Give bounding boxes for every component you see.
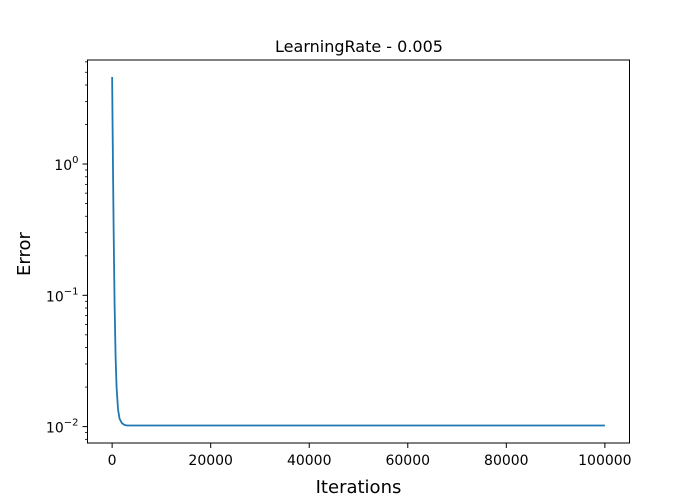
x-tick-label: 100000: [578, 453, 631, 469]
x-axis-label: Iterations: [316, 477, 402, 498]
x-tick-label: 40000: [287, 453, 332, 469]
y-tick-exponent: 0: [72, 155, 78, 166]
y-tick-exponent: −2: [64, 418, 79, 429]
axes-frame: [87, 59, 630, 444]
x-tick-label: 0: [108, 453, 117, 469]
y-tick-base: 10: [46, 289, 64, 305]
x-axis: 0 20000 40000 60000 80000 100000: [108, 443, 632, 469]
y-tick-label: 10−1: [46, 286, 79, 305]
y-tick-label: 100: [54, 155, 78, 174]
chart-title: LearningRate - 0.005: [275, 37, 443, 56]
y-axis-label: Error: [14, 231, 35, 275]
plot-area: [111, 77, 605, 427]
y-tick-base: 10: [54, 158, 72, 174]
x-tick-label: 20000: [188, 453, 233, 469]
y-tick-base: 10: [46, 421, 64, 437]
y-tick-exponent: −1: [64, 286, 79, 297]
series-line: [111, 77, 605, 427]
y-tick-label: 10−2: [46, 418, 79, 437]
x-tick-label: 60000: [385, 453, 430, 469]
x-tick-label: 80000: [484, 453, 529, 469]
